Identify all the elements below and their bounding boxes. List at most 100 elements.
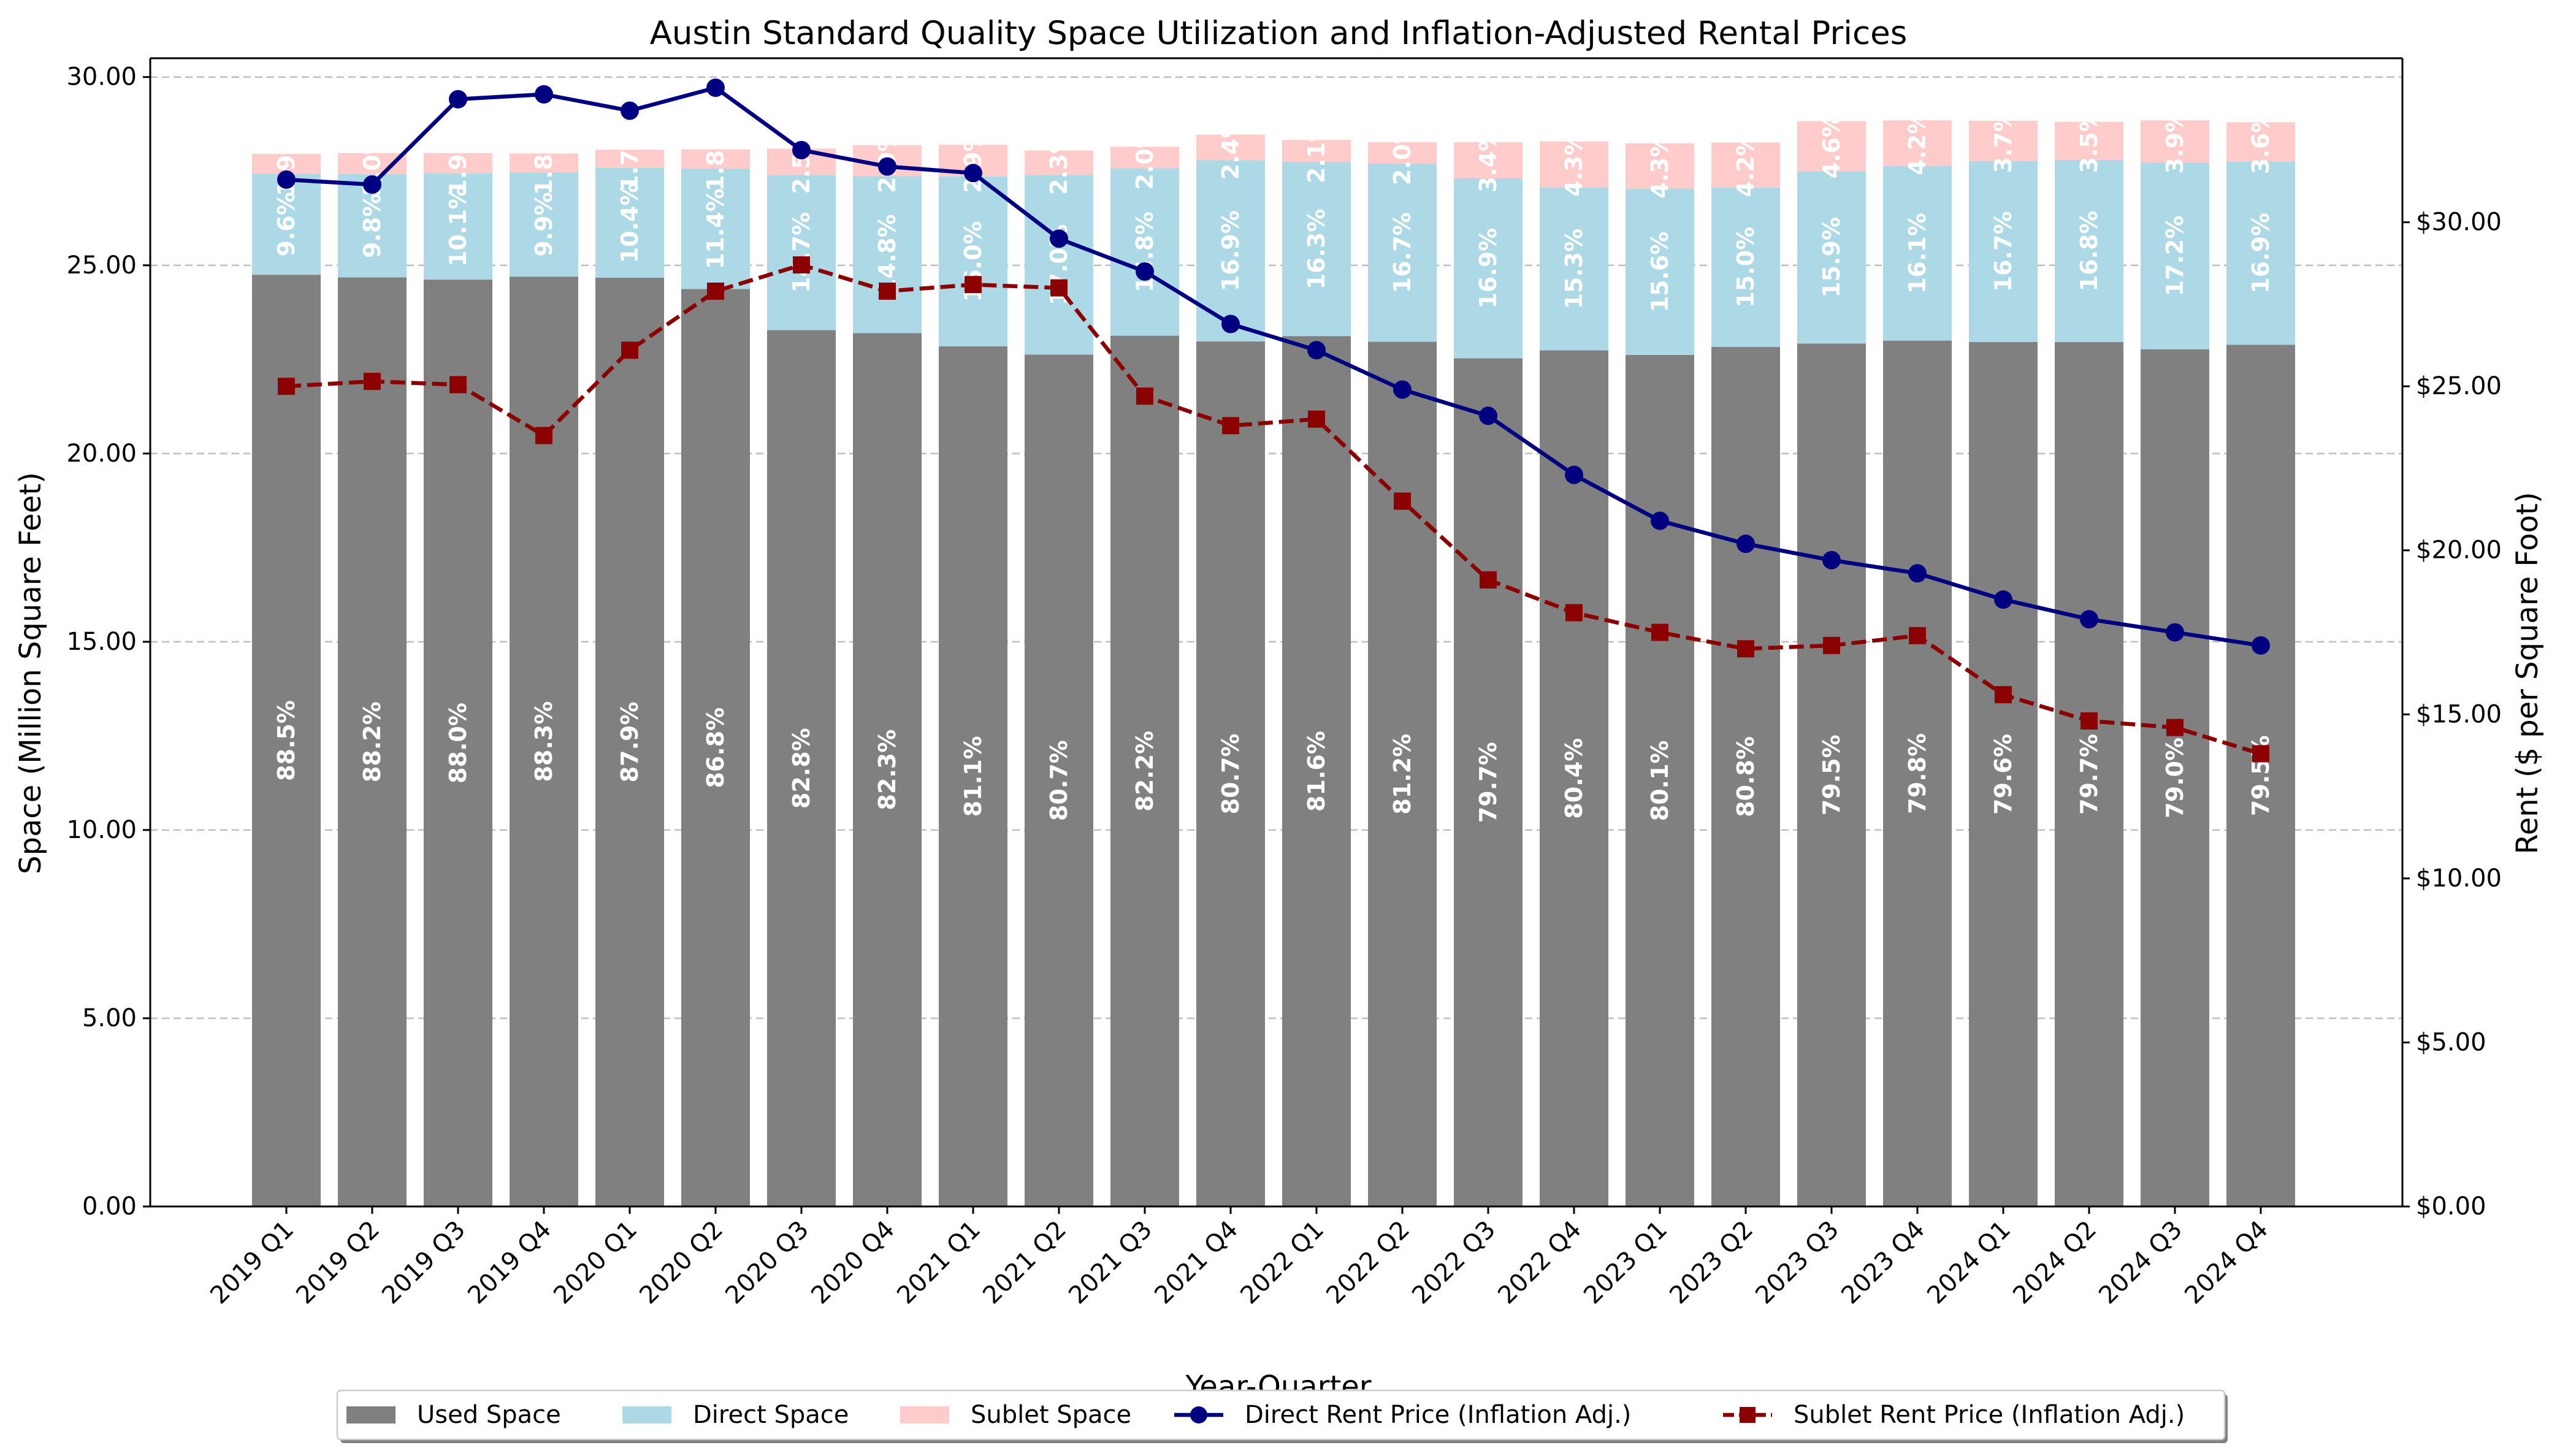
bar-data-label: 4.2% (1904, 111, 1931, 175)
direct-rent-point (621, 101, 639, 120)
direct-rent-point (2166, 623, 2184, 642)
bar-used-space (338, 277, 407, 1206)
bars (252, 120, 2295, 1207)
bar-data-label: 80.7% (1045, 740, 1072, 821)
sublet-rent-point (1823, 636, 1840, 654)
y-tick-label: 20.00 (66, 440, 137, 468)
direct-rent-point (1994, 590, 2012, 609)
y-tick-label: 10.00 (66, 816, 137, 844)
bar-sublet-space (1969, 120, 2038, 161)
bar-data-label: 88.5% (273, 700, 300, 781)
bar-data-label: 16.9% (1475, 228, 1502, 309)
bar-data-label: 1.8% (702, 127, 729, 191)
bar-data-label: 2.4% (1217, 115, 1244, 180)
bar-direct-space (1797, 171, 1866, 344)
bar-used-space (1110, 335, 1179, 1206)
direct-rent-point (1822, 551, 1841, 570)
bar-used-space (1969, 342, 2038, 1206)
bar-sublet-space (595, 150, 664, 168)
direct-rent-point (1136, 262, 1154, 281)
bar-data-label: 2.1% (1303, 119, 1330, 183)
direct-rent-line (286, 85, 2261, 648)
bar-data-label: 16.1% (1904, 213, 1931, 294)
sublet-rent-point (1565, 604, 1583, 622)
bar-data-label: 81.6% (1303, 731, 1330, 812)
sublet-rent-point (1909, 627, 1926, 644)
bar-data-label: 16.9% (1217, 210, 1244, 291)
bar-direct-space (681, 168, 750, 289)
bar-sublet-space (1797, 121, 1866, 172)
bar-data-label: 15.0% (1732, 227, 1759, 308)
bar-used-space (853, 333, 922, 1207)
bar-used-space (767, 330, 836, 1206)
bar-data-label: 88.2% (359, 701, 386, 782)
bar-data-label: 80.4% (1561, 738, 1588, 819)
bar-direct-space (1540, 187, 1608, 351)
bar-data-label: 79.7% (1475, 742, 1502, 823)
sublet-rent-point (707, 282, 724, 300)
bar-data-label: 81.1% (960, 736, 987, 817)
bar-used-space (1797, 343, 1866, 1206)
sublet-rent-point (1651, 623, 1668, 641)
bar-used-space (1711, 347, 1780, 1206)
chart-title: Austin Standard Quality Space Utilizatio… (650, 15, 1908, 52)
y-tick-label: 30.00 (66, 63, 137, 91)
sublet-rent-point (364, 373, 381, 391)
y-tick-label: 5.00 (82, 1004, 137, 1032)
bar-direct-space (1883, 166, 1952, 341)
bar-direct-space (1025, 175, 1093, 355)
bar-direct-space (1368, 163, 1437, 342)
legend-label: Direct Space (693, 1401, 849, 1429)
bar-data-label: 79.5% (1818, 734, 1845, 815)
bar-data-label: 79.6% (1990, 734, 2017, 815)
y2-tick-label: $25.00 (2416, 372, 2502, 400)
sublet-rent-point (1394, 492, 1411, 510)
bar-direct-space (2141, 162, 2209, 349)
legend-label: Direct Rent Price (Inflation Adj.) (1245, 1401, 1631, 1429)
direct-rent-point (1737, 535, 1755, 554)
direct-rent-point (363, 175, 381, 194)
bar-data-label: 4.3% (1561, 132, 1588, 196)
bar-used-space (1196, 341, 1265, 1206)
bar-sublet-space (1711, 142, 1780, 188)
y-tick-label: 15.00 (66, 628, 137, 656)
bar-used-space (1368, 341, 1437, 1207)
bar-data-label: 11.4% (702, 188, 729, 269)
direct-rent-point (1479, 406, 1497, 425)
bar-data-label: 2.5% (788, 129, 815, 194)
bar-used-space (1025, 354, 1093, 1206)
bar-sublet-space (510, 153, 578, 173)
direct-rent-point (535, 85, 553, 104)
bar-data-label: 79.0% (2161, 738, 2188, 818)
y-tick-label: 0.00 (82, 1192, 137, 1221)
bar-used-space (1626, 354, 1694, 1207)
bar-labels: 88.5%9.6%1.9%88.2%9.8%2.0%88.0%10.1%1.9%… (273, 109, 2274, 823)
bar-direct-space (1282, 162, 1351, 337)
legend-swatch (622, 1406, 671, 1424)
sublet-rent-line (286, 262, 2261, 756)
bar-sublet-space (1540, 141, 1608, 188)
bar-data-label: 16.3% (1303, 208, 1330, 289)
bar-data-label: 10.4% (616, 182, 643, 263)
direct-rent-point (1307, 341, 1326, 360)
bar-data-label: 87.9% (616, 702, 643, 783)
bar-sublet-space (1282, 140, 1351, 162)
bar-data-label: 80.1% (1646, 741, 1673, 821)
bar-data-label: 14.7% (788, 212, 815, 293)
bar-data-label: 88.0% (445, 703, 472, 783)
y-axis-label: Space (Million Square Feet) (13, 472, 48, 874)
bar-data-label: 1.9% (445, 131, 472, 195)
bar-data-label: 2.9% (960, 128, 987, 192)
y2-tick-label: $10.00 (2416, 864, 2502, 893)
bar-data-label: 3.5% (2076, 109, 2103, 173)
sublet-rent-point (879, 282, 896, 300)
bar-used-space (1282, 336, 1351, 1206)
bar-used-space (939, 346, 1007, 1207)
sublet-rent-point (2252, 745, 2269, 763)
sublet-rent-point (1737, 640, 1754, 658)
direct-rent-point (2080, 610, 2098, 629)
sublet-rent-point (1308, 410, 1325, 428)
bar-sublet-space (2226, 122, 2295, 162)
bar-direct-space (1454, 178, 1523, 359)
bar-data-label: 16.7% (1990, 211, 2017, 292)
